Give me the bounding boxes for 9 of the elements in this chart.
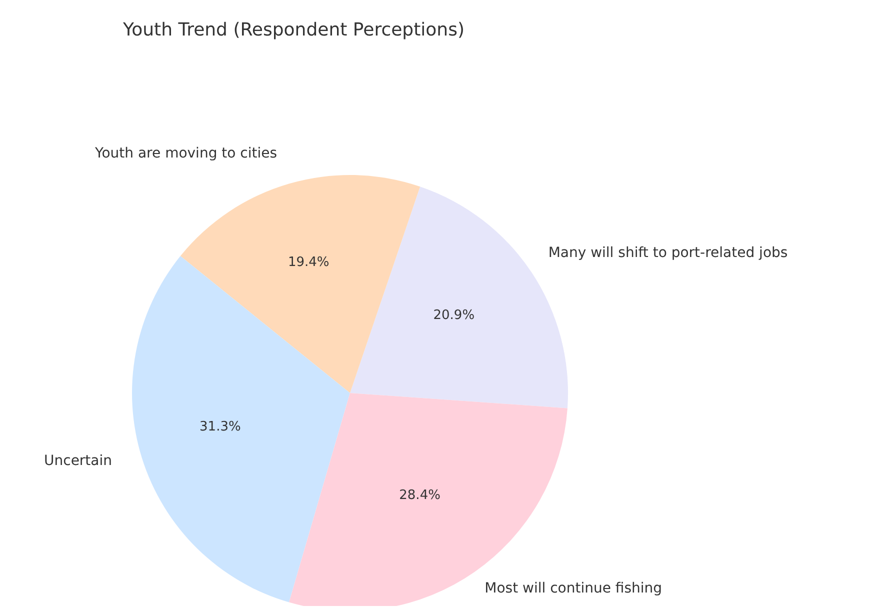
- data-label: 28.4%: [399, 488, 440, 503]
- data-label: 19.4%: [288, 254, 330, 270]
- slice-label: Many will shift to port-related jobs: [548, 244, 788, 261]
- data-label: 20.9%: [433, 308, 475, 324]
- chart-title: Youth Trend (Respondent Perceptions): [122, 20, 464, 40]
- slice-label: Uncertain: [44, 453, 112, 470]
- data-label: 31.3%: [200, 420, 241, 435]
- slice-label: Youth are moving to cities: [94, 145, 278, 162]
- slice-label: Most will continue fishing: [484, 580, 662, 596]
